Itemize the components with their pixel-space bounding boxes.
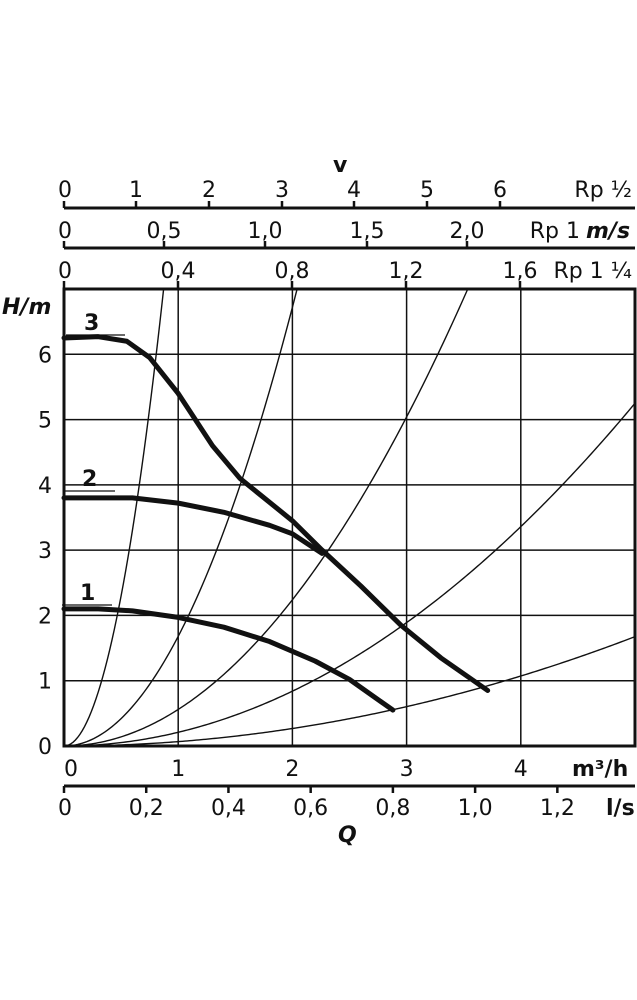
x-tick-label: 2: [285, 757, 299, 782]
velocity-tick-label: 6: [493, 178, 507, 203]
x-axis-label: Q: [338, 823, 357, 848]
pipe-size-label: Rp 1 ¼: [553, 259, 632, 284]
velocity-tick-label: 0,5: [147, 219, 182, 244]
y-axis-label: H/m: [2, 295, 51, 320]
system-curve: [63, 635, 636, 747]
velocity-tick-label: 1,6: [503, 259, 538, 284]
pump-curve-3: [61, 334, 491, 694]
velocity-tick-label: 0,4: [161, 259, 196, 284]
pump-curves: 3 2 1: [61, 311, 491, 713]
axes: 0 1 2 3 4 5 6 0 1 2 3 4 0 0,2 0,4 0,6 0,8 1,0 1,2 0 1 2 3 4 5 6 Rp…: [38, 178, 635, 821]
velocity-tick-label: 1,0: [248, 219, 283, 244]
x2-tick-label: 0,8: [375, 796, 410, 821]
y-tick-label: 5: [38, 409, 52, 434]
x-tick-label: 1: [171, 757, 185, 782]
y-tick-label: 2: [38, 604, 52, 629]
plot-frame: [62, 287, 637, 748]
x-unit-label: m³/h: [572, 757, 628, 782]
velocity-tick-label: 2: [202, 178, 216, 203]
velocity-unit-label: m/s: [586, 219, 630, 244]
system-curves: [63, 288, 636, 747]
velocity-label: v: [333, 153, 348, 178]
velocity-tick-label: 4: [347, 178, 361, 203]
pump-curve-2: [61, 495, 325, 556]
velocity-tick-label: 0,8: [275, 259, 310, 284]
x2-tick-label: 0: [58, 796, 72, 821]
x2-tick-label: 1,0: [458, 796, 493, 821]
y-tick-label: 0: [38, 735, 52, 760]
x2-tick-label: 0,4: [211, 796, 246, 821]
series-label: 2: [82, 467, 97, 492]
pump-curve-1: [61, 606, 396, 713]
velocity-tick-label: 1: [129, 178, 143, 203]
y-tick-label: 1: [38, 670, 52, 695]
pipe-size-label: Rp 1: [530, 219, 580, 244]
series-label: 3: [84, 311, 99, 336]
x2-unit-label: l/s: [606, 796, 635, 821]
system-curve: [63, 288, 298, 747]
system-curve: [63, 288, 469, 747]
y-tick-label: 4: [38, 474, 52, 499]
system-curve: [63, 288, 165, 747]
velocity-tick-label: 0: [58, 259, 72, 284]
x2-tick-label: 0,2: [129, 796, 164, 821]
pipe-size-label: Rp ½: [574, 178, 632, 203]
system-curve: [63, 402, 636, 747]
y-tick-label: 3: [38, 539, 52, 564]
x-tick-label: 0: [64, 757, 78, 782]
x2-tick-label: 1,2: [540, 796, 575, 821]
x-tick-label: 4: [514, 757, 528, 782]
x2-tick-label: 0,6: [293, 796, 328, 821]
velocity-tick-label: 3: [275, 178, 289, 203]
y-tick-label: 6: [38, 343, 52, 368]
velocity-tick-label: 1,2: [389, 259, 424, 284]
velocity-tick-label: 2,0: [450, 219, 485, 244]
velocity-tick-label: 0: [58, 178, 72, 203]
series-label: 1: [80, 581, 95, 606]
x-tick-label: 3: [400, 757, 414, 782]
velocity-tick-label: 0: [58, 219, 72, 244]
velocity-tick-label: 5: [420, 178, 434, 203]
velocity-tick-label: 1,5: [350, 219, 385, 244]
